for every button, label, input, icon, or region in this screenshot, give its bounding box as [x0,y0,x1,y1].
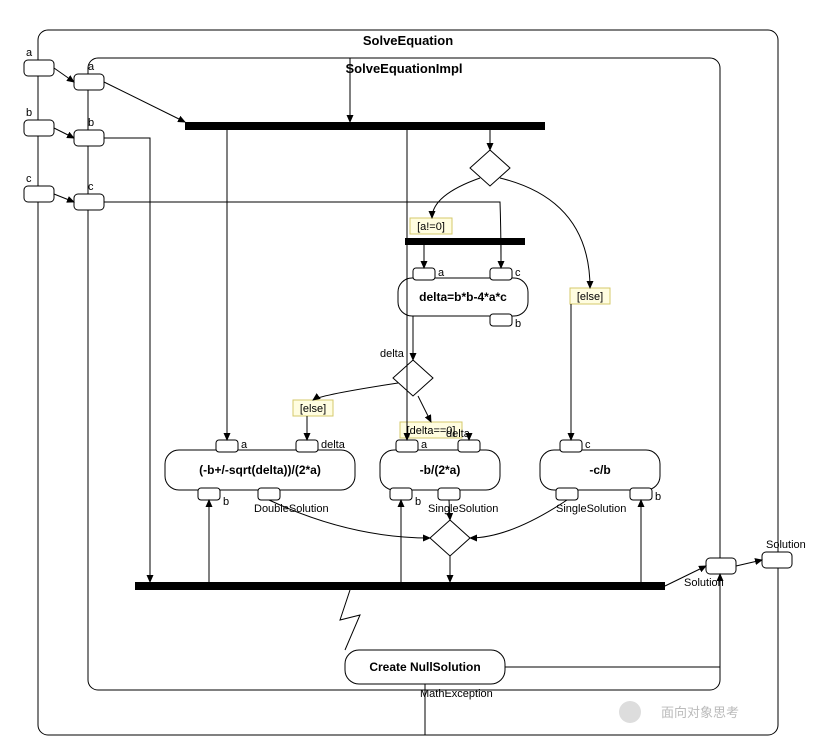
decision-1 [470,150,510,186]
svg-text:c: c [585,439,591,451]
svg-text:-c/b: -c/b [589,463,610,477]
svg-text:b: b [88,117,94,129]
svg-text:c: c [515,267,521,279]
edge-dec1-ane0 [432,178,480,218]
inner-pin-c: c [74,181,104,210]
watermark: 面向对象思考 [619,701,739,723]
edge-a-outer-inner [54,68,74,82]
edge-b-join [104,138,150,582]
guard-else-2: [else] [293,400,333,416]
svg-text:delta: delta [321,439,346,451]
outer-solution-pin: Solution [762,539,806,568]
join-bar-bottom [135,582,665,590]
outer-title: SolveEquation [363,33,453,48]
edge-dec2-else [313,383,398,400]
decision-2 [393,360,433,396]
merge-diamond [430,520,470,556]
svg-text:c: c [26,173,32,185]
svg-text:Solution: Solution [684,577,724,589]
svg-text:a: a [438,267,445,279]
action-delta: delta=b*b-4*a*c a c b [398,267,528,330]
svg-text:a: a [241,439,248,451]
inner-pin-a: a [74,61,104,90]
svg-text:a: a [421,439,428,451]
svg-text:[else]: [else] [577,291,603,303]
svg-text:(-b+/-sqrt(delta))/(2*a): (-b+/-sqrt(delta))/(2*a) [199,463,321,477]
outer-pin-b: b [24,107,54,136]
svg-text:b: b [515,318,521,330]
svg-text:b: b [223,496,229,508]
outer-pin-a: a [24,47,54,76]
svg-text:c: c [88,181,94,193]
action-linear: -c/b c SingleSolution b [540,439,661,515]
action-single: -b/(2*a) a delta b SingleSolution [380,428,500,515]
edge-c-outer-inner [54,194,74,202]
delta-out-label: delta [380,348,405,360]
svg-text:SingleSolution: SingleSolution [428,503,498,515]
inner-title: SolveEquationImpl [345,61,462,76]
svg-text:[a!=0]: [a!=0] [417,221,445,233]
lightning [340,590,360,650]
edge-a-fork [104,82,185,122]
edge-sol-inner-outer [736,560,762,566]
svg-text:b: b [26,107,32,119]
svg-text:面向对象思考: 面向对象思考 [661,705,739,720]
inner-pin-b: b [74,117,104,146]
guard-else-1: [else] [570,288,610,304]
edge-b-outer-inner [54,128,74,138]
svg-text:delta=b*b-4*a*c: delta=b*b-4*a*c [419,290,507,304]
svg-text:a: a [88,61,95,73]
action-double: (-b+/-sqrt(delta))/(2*a) a delta b Doubl… [165,439,355,515]
edge-dec1-else [500,178,590,288]
svg-text:DoubleSolution: DoubleSolution [254,503,329,515]
svg-text:b: b [415,496,421,508]
svg-text:[else]: [else] [300,403,326,415]
svg-text:MathException: MathException [420,688,493,700]
outer-pin-c: c [24,173,54,202]
svg-text:Create NullSolution: Create NullSolution [369,660,480,674]
svg-text:-b/(2*a): -b/(2*a) [420,463,461,477]
svg-text:delta: delta [446,428,471,440]
fork-bar-2 [405,238,525,245]
svg-text:SingleSolution: SingleSolution [556,503,626,515]
edge-c-across [104,202,501,268]
guard-a-ne-0: [a!=0] [410,218,452,234]
fork-bar-top [185,122,545,130]
edge-dec2-deq0 [418,396,431,422]
svg-text:b: b [655,491,661,503]
inner-solution-pin: Solution [684,558,736,589]
svg-text:a: a [26,47,33,59]
svg-text:Solution: Solution [766,539,806,551]
